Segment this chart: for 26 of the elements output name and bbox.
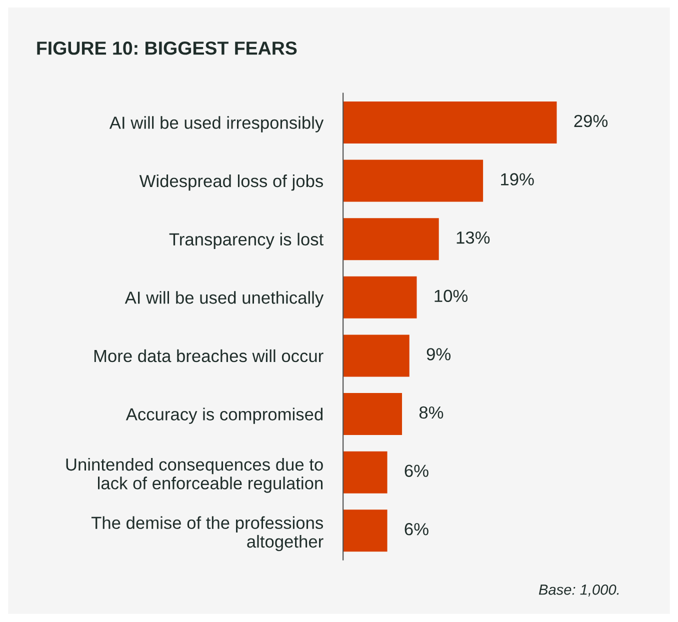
y-tick-label: Unintended consequences due to lack of enforceable regulation (66, 458, 323, 493)
data-label: 29% (574, 114, 608, 128)
text: FIGURE 10: BIGGEST FEARS (37, 42, 297, 55)
bar (343, 101, 557, 144)
data-label: 6% (404, 523, 428, 536)
bar (343, 451, 388, 494)
bar (343, 160, 484, 202)
y-tick-label: Transparency is lost (169, 232, 324, 249)
data-label: 19% (501, 173, 534, 186)
bar (343, 218, 439, 260)
bar (343, 334, 410, 377)
data-label: 8% (419, 406, 444, 419)
y-tick-label: The demise of the professions altogether (91, 516, 324, 552)
bar (343, 276, 417, 318)
y-tick-label: AI will be used irresponsibly (109, 116, 324, 132)
data-label: 9% (426, 348, 451, 360)
y-tick-label: Widespread loss of jobs (139, 174, 324, 191)
bar (343, 510, 388, 552)
data-label: 13% (456, 231, 490, 244)
bar (343, 393, 402, 436)
text: Base: 1,000. (538, 584, 619, 597)
y-tick-label: AI will be used unethically (124, 291, 324, 308)
y-tick-label: More data breaches will occur (94, 349, 324, 362)
data-label: 6% (404, 464, 428, 477)
y-tick-label: Accuracy is compromised (126, 408, 323, 424)
data-label: 10% (434, 290, 468, 302)
